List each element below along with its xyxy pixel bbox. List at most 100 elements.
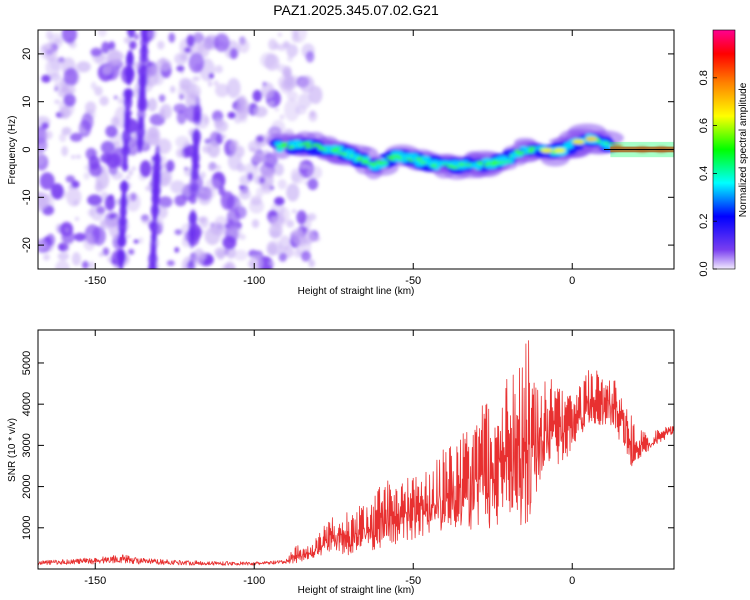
colorbar-tick-label: 0.6 xyxy=(698,118,710,133)
noise-blob xyxy=(299,163,308,169)
ridge-blob xyxy=(304,145,311,149)
noise-blob xyxy=(125,234,131,239)
ridge-blob xyxy=(368,162,376,166)
noise-blob xyxy=(44,42,58,62)
snr-y-axis: 1000 2000 3000 4000 5000 xyxy=(21,351,674,540)
noise-blob xyxy=(184,47,192,53)
noise-blob xyxy=(188,52,205,73)
x-tick-label: -50 xyxy=(405,575,421,587)
noise-blob xyxy=(286,44,299,58)
noise-blob xyxy=(64,247,70,253)
noise-streak xyxy=(140,63,147,73)
ridge-blob xyxy=(349,154,354,158)
noise-blob xyxy=(307,178,319,191)
noise-blob xyxy=(198,216,207,224)
noise-blob xyxy=(43,253,50,261)
noise-blob xyxy=(81,260,89,269)
noise-blob xyxy=(50,183,64,200)
noise-blob xyxy=(175,135,190,149)
noise-blob xyxy=(123,37,132,44)
y-tick-label: 1000 xyxy=(21,516,33,540)
noise-blob xyxy=(269,229,281,239)
noise-blob xyxy=(299,75,315,93)
noise-blob xyxy=(94,184,102,191)
noise-streak xyxy=(118,219,127,236)
ridge-hotspot xyxy=(553,148,566,153)
noise-blob xyxy=(208,73,214,79)
noise-blob xyxy=(160,103,172,120)
noise-streak xyxy=(153,152,162,168)
noise-blob xyxy=(62,84,76,95)
noise-blob xyxy=(262,81,267,86)
noise-blob xyxy=(305,51,315,63)
noise-blob xyxy=(174,52,188,65)
noise-blob xyxy=(277,33,282,37)
noise-blob xyxy=(227,152,242,171)
noise-blob xyxy=(38,192,51,209)
noise-blob xyxy=(158,196,173,208)
noise-blob xyxy=(200,171,206,179)
ridge-blob xyxy=(303,141,312,145)
noise-blob xyxy=(268,216,276,226)
noise-blob xyxy=(76,61,91,73)
ridge-blob xyxy=(397,159,409,163)
noise-blob xyxy=(61,30,78,44)
noise-blob xyxy=(157,206,168,219)
noise-blob xyxy=(178,93,185,100)
noise-blob xyxy=(101,41,110,54)
noise-streak xyxy=(127,30,136,39)
ridge-blob xyxy=(282,142,289,146)
noise-blob xyxy=(271,120,286,136)
ridge-hotspot xyxy=(585,136,598,142)
noise-blob xyxy=(239,234,246,240)
noise-blob xyxy=(108,164,118,176)
y-tick-label: 20 xyxy=(21,48,33,60)
noise-blob xyxy=(297,93,312,109)
noise-blob xyxy=(264,53,280,71)
noise-blob xyxy=(284,98,300,122)
noise-blob xyxy=(97,30,107,37)
signal-ridge xyxy=(266,123,668,180)
noise-blob xyxy=(277,179,287,190)
noise-blob xyxy=(157,40,165,50)
noise-texture xyxy=(38,30,323,269)
noise-blob xyxy=(104,195,116,211)
noise-blob xyxy=(208,164,216,172)
spectrogram-x-label: Height of straight line (km) xyxy=(298,286,415,297)
noise-blob xyxy=(178,77,192,90)
ridge-blob xyxy=(364,158,369,161)
noise-blob xyxy=(74,232,86,242)
ridge-hotspot xyxy=(540,148,553,153)
noise-blob xyxy=(110,116,120,127)
spectrogram-marks xyxy=(38,30,674,269)
noise-blob xyxy=(222,235,237,250)
noise-blob xyxy=(38,240,49,249)
noise-streak xyxy=(193,116,202,126)
noise-blob xyxy=(266,172,274,180)
ridge-blob xyxy=(409,160,414,162)
noise-blob xyxy=(312,235,321,242)
noise-blob xyxy=(166,160,175,172)
x-tick-label: -150 xyxy=(84,575,106,587)
noise-blob xyxy=(94,54,110,66)
noise-blob xyxy=(204,138,211,145)
noise-blob xyxy=(308,110,318,122)
noise-blob xyxy=(38,149,43,157)
noise-blob xyxy=(227,111,236,119)
noise-streak xyxy=(149,222,159,233)
noise-streak xyxy=(118,255,124,269)
ridge-blob xyxy=(407,158,413,161)
ridge-blob xyxy=(286,140,297,146)
noise-blob xyxy=(250,195,262,206)
ridge-blob xyxy=(425,160,437,165)
ridge-blob xyxy=(360,157,365,159)
noise-streak xyxy=(188,259,194,268)
noise-blob xyxy=(125,175,131,180)
y-tick-label: 5000 xyxy=(21,351,33,375)
noise-blob xyxy=(174,247,180,253)
noise-blob xyxy=(59,106,71,119)
ridge-blob xyxy=(337,152,345,155)
noise-blob xyxy=(233,249,248,261)
noise-streak xyxy=(137,94,147,110)
noise-blob xyxy=(158,94,166,103)
